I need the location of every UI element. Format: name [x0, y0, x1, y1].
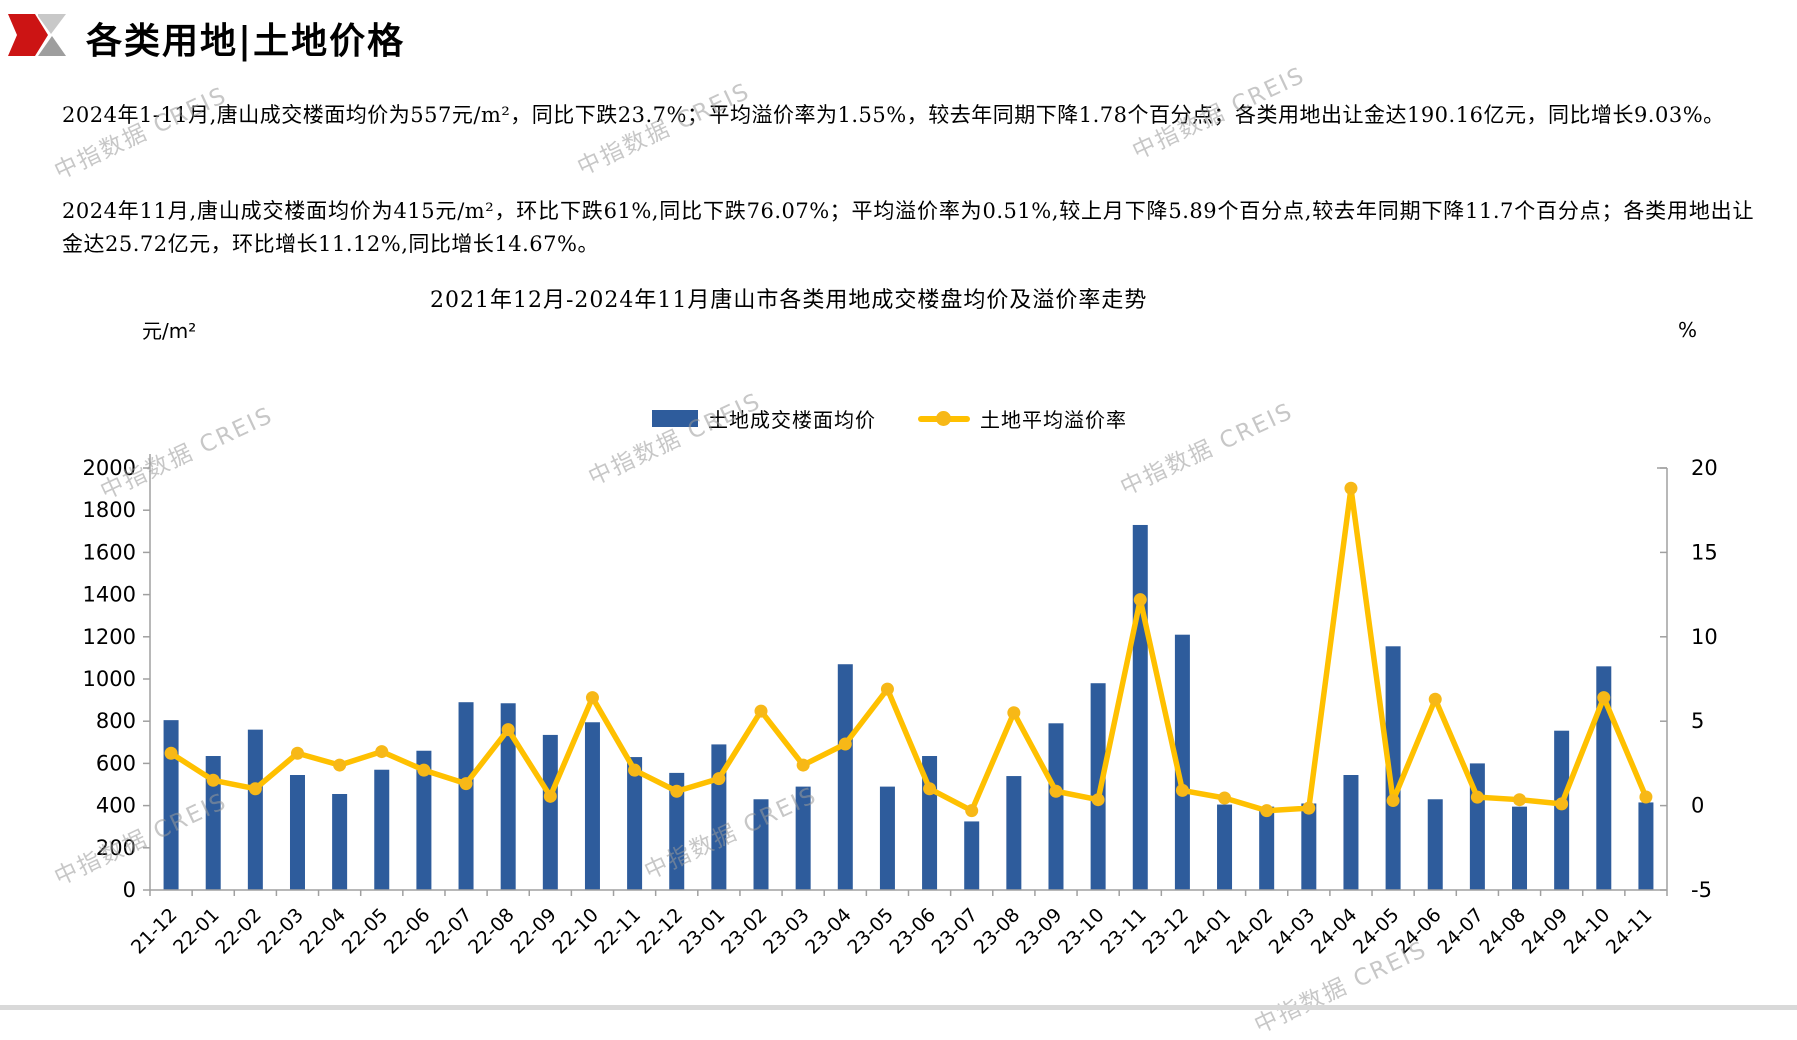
svg-text:600: 600 [96, 751, 136, 775]
svg-text:-5: -5 [1691, 878, 1712, 902]
svg-text:23-09: 23-09 [1012, 904, 1067, 959]
svg-text:24-02: 24-02 [1223, 904, 1278, 959]
footer-stripe [0, 1005, 1797, 1010]
brand-logo-icon [8, 14, 66, 56]
svg-text:24-04: 24-04 [1307, 904, 1362, 959]
price-premium-combo-chart: 0 200 400 600 800 1000 1200 1400 1600 1800 2000 -5 0… [83, 454, 1718, 959]
svg-text:0: 0 [123, 878, 136, 902]
left-axis-unit-label: 元/m² [142, 319, 197, 343]
svg-text:23-07: 23-07 [928, 904, 983, 959]
page-root: { "header": { "title": "各类用地|土地价格" }, "p… [0, 14, 1797, 1040]
svg-text:10: 10 [1691, 625, 1718, 649]
svg-text:22-06: 22-06 [380, 904, 435, 959]
chart-legend: 土地成交楼面均价 土地平均溢价率 [652, 404, 1127, 433]
svg-text:22-01: 22-01 [169, 904, 224, 959]
svg-text:22-03: 22-03 [253, 904, 308, 959]
svg-text:23-02: 23-02 [717, 904, 772, 959]
svg-text:1800: 1800 [83, 498, 136, 522]
svg-text:1600: 1600 [83, 540, 136, 564]
svg-text:23-03: 23-03 [759, 904, 814, 959]
svg-text:15: 15 [1691, 540, 1718, 564]
svg-text:23-04: 23-04 [801, 904, 856, 959]
legend-item-line-series: 土地平均溢价率 [918, 404, 1127, 433]
svg-text:24-08: 24-08 [1475, 904, 1530, 959]
svg-text:22-09: 22-09 [506, 904, 561, 959]
svg-text:22-02: 22-02 [211, 904, 266, 959]
svg-text:200: 200 [96, 836, 136, 860]
svg-text:21-12: 21-12 [127, 904, 182, 959]
svg-text:24-10: 24-10 [1560, 904, 1615, 959]
svg-text:23-05: 23-05 [843, 904, 898, 959]
page-title: 各类用地|土地价格 [86, 20, 406, 62]
svg-text:1400: 1400 [83, 583, 136, 607]
line-series-swatch-icon [918, 410, 970, 426]
svg-text:1200: 1200 [83, 625, 136, 649]
svg-text:24-01: 24-01 [1180, 904, 1235, 959]
svg-text:23-06: 23-06 [886, 904, 941, 959]
svg-text:22-11: 22-11 [591, 904, 646, 959]
legend-label-bar-series: 土地成交楼面均价 [708, 408, 876, 432]
svg-text:22-10: 22-10 [548, 904, 603, 959]
svg-text:22-07: 22-07 [422, 904, 477, 959]
svg-text:24-11: 24-11 [1602, 904, 1657, 959]
legend-label-line-series: 土地平均溢价率 [980, 408, 1127, 432]
svg-text:22-08: 22-08 [464, 904, 519, 959]
svg-text:23-08: 23-08 [970, 904, 1025, 959]
svg-text:22-04: 22-04 [296, 904, 351, 959]
svg-text:0: 0 [1691, 794, 1704, 818]
summary-paragraph-1: 2024年1-11月,唐山成交楼面均价为557元/m²，同比下跌23.7%；平均… [62, 103, 1725, 127]
svg-text:2000: 2000 [83, 456, 136, 480]
legend-item-bar-series: 土地成交楼面均价 [652, 404, 876, 433]
right-axis-unit-label: % [1678, 318, 1698, 342]
svg-text:23-12: 23-12 [1138, 904, 1193, 959]
svg-text:24-07: 24-07 [1433, 904, 1488, 959]
svg-text:1000: 1000 [83, 667, 136, 691]
summary-paragraph-2: 2024年11月,唐山成交楼面均价为415元/m²，环比下跌61%,同比下跌76… [62, 199, 1754, 256]
svg-text:20: 20 [1691, 456, 1718, 480]
svg-text:23-01: 23-01 [675, 904, 730, 959]
svg-text:800: 800 [96, 709, 136, 733]
svg-text:5: 5 [1691, 709, 1704, 733]
svg-text:23-10: 23-10 [1054, 904, 1109, 959]
svg-text:22-12: 22-12 [633, 904, 688, 959]
chart-title: 2021年12月-2024年11月唐山市各类用地成交楼盘均价及溢价率走势 [430, 288, 1148, 313]
svg-text:400: 400 [96, 794, 136, 818]
svg-text:24-09: 24-09 [1518, 904, 1573, 959]
bar-series-swatch-icon [652, 410, 698, 427]
svg-text:24-03: 24-03 [1265, 904, 1320, 959]
svg-text:23-11: 23-11 [1096, 904, 1151, 959]
svg-text:22-05: 22-05 [338, 904, 393, 959]
